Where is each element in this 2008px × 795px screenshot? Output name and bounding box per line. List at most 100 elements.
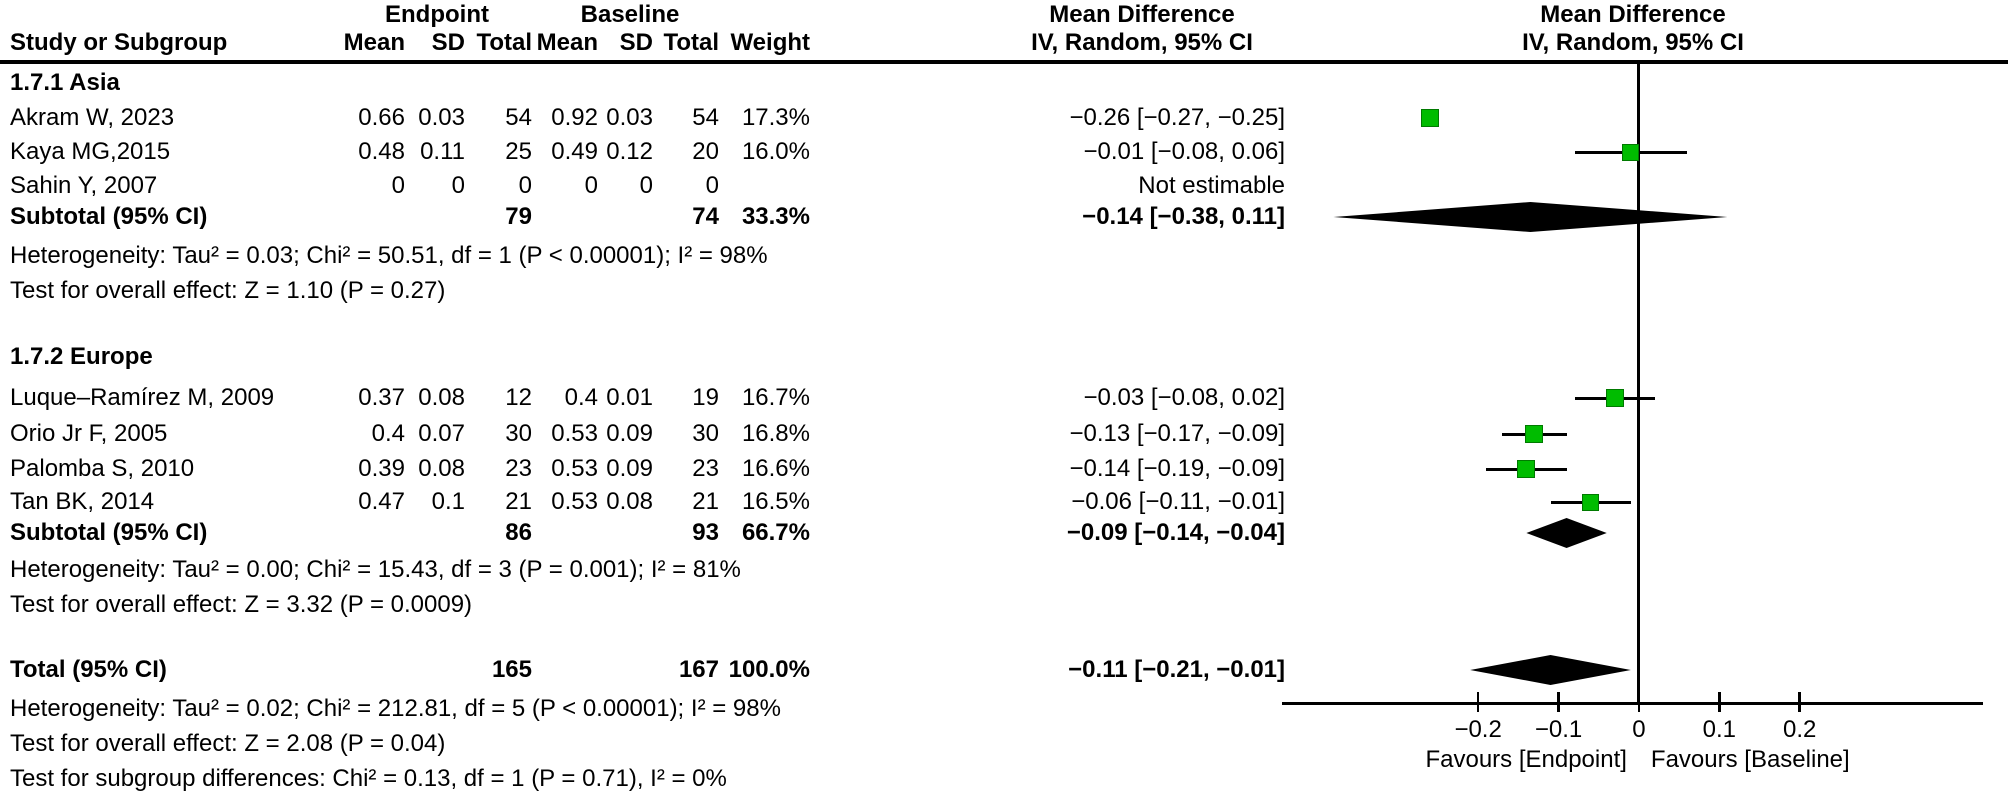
subtotal-label: Subtotal (95% CI) <box>10 203 208 230</box>
cell-baseline-mean: 0.92 <box>551 104 598 131</box>
header-group-endpoint: Endpoint <box>385 1 489 28</box>
cell-baseline-total: 93 <box>692 519 719 546</box>
cell-baseline-total: 19 <box>692 384 719 411</box>
cell-endpoint-mean: 0.39 <box>358 455 405 482</box>
cell-weight: 100.0% <box>728 656 810 683</box>
cell-endpoint-mean: 0 <box>391 172 405 199</box>
col-baseline-sd: SD <box>619 29 653 56</box>
cell-baseline-total: 54 <box>692 104 719 131</box>
cell-weight: 16.8% <box>741 420 810 447</box>
cell-baseline-total: 167 <box>678 656 719 683</box>
subtotal-row: Subtotal (95% CI) 86 93 66.7% −0.09 [−0.14, … <box>0 518 2008 548</box>
cell-ci-text: −0.11 [−0.21, −0.01] <box>1068 656 1285 683</box>
cell-weight: 17.3% <box>741 104 810 131</box>
total-heterogeneity-row: Heterogeneity: Tau² = 0.02; Chi² = 212.8… <box>0 694 2008 724</box>
axis-tick-label: −0.2 <box>1454 716 1502 743</box>
col-weight: Weight <box>730 29 810 56</box>
study-name: Sahin Y, 2007 <box>10 172 158 199</box>
heterogeneity-note: Heterogeneity: Tau² = 0.02; Chi² = 212.8… <box>10 695 781 722</box>
cell-endpoint-mean: 0.66 <box>358 104 405 131</box>
header-group-baseline: Baseline <box>580 1 680 28</box>
subgroup-header-row: 1.7.1 Asia <box>0 68 2008 98</box>
effect-marker <box>1420 109 1439 127</box>
cell-weight: 16.6% <box>741 455 810 482</box>
total-row: Total (95% CI) 165 167 100.0% −0.11 [−0.21, … <box>0 655 2008 685</box>
header-effect-label-graph: Mean Difference <box>1540 1 1726 28</box>
cell-ci-text: −0.01 [−0.08, 0.06] <box>1083 138 1285 165</box>
col-baseline-total: Total <box>663 29 719 56</box>
cell-baseline-mean: 0.53 <box>551 455 598 482</box>
study-row: Orio Jr F, 2005 0.4 0.07 30 0.53 0.09 30 16.8% −… <box>0 419 2008 449</box>
axis-tick <box>1718 692 1721 712</box>
cell-ci-text: −0.13 [−0.17, −0.09] <box>1069 420 1285 447</box>
study-row: Palomba S, 2010 0.39 0.08 23 0.53 0.09 23 16.6%… <box>0 454 2008 484</box>
subgroup-differences-row: Test for subgroup differences: Chi² = 0.… <box>0 764 2008 794</box>
cell-baseline-total: 21 <box>692 488 719 515</box>
axis-tick <box>1557 692 1560 712</box>
cell-endpoint-sd: 0.1 <box>431 488 465 515</box>
cell-ci-text: −0.14 [−0.19, −0.09] <box>1069 455 1285 482</box>
cell-ci-text: −0.26 [−0.27, −0.25] <box>1069 104 1285 131</box>
study-name: Akram W, 2023 <box>10 104 175 131</box>
cell-baseline-sd: 0.09 <box>606 455 653 482</box>
overall-effect-note: Test for overall effect: Z = 2.08 (P = 0… <box>10 730 446 757</box>
heterogeneity-row: Heterogeneity: Tau² = 0.00; Chi² = 15.43… <box>0 555 2008 585</box>
cell-endpoint-total: 86 <box>505 519 532 546</box>
axis-tick-label: −0.1 <box>1534 716 1583 743</box>
cell-endpoint-total: 30 <box>505 420 532 447</box>
subgroup-label: 1.7.1 Asia <box>10 69 120 96</box>
cell-weight: 33.3% <box>741 203 810 230</box>
col-method-text: IV, Random, 95% CI <box>1031 29 1253 56</box>
cell-ci-text: −0.14 [−0.38, 0.11] <box>1082 203 1285 230</box>
axis-tick-label: 0.1 <box>1702 716 1736 743</box>
subtotal-row: Subtotal (95% CI) 79 74 33.3% −0.14 [−0.38, … <box>0 202 2008 232</box>
axis-tick-label: 0 <box>1632 716 1646 743</box>
cell-endpoint-sd: 0.08 <box>418 455 465 482</box>
cell-endpoint-mean: 0.48 <box>358 138 405 165</box>
study-row: Sahin Y, 2007 0 0 0 0 0 0 Not estimable <box>0 171 2008 201</box>
overall-effect-row: Test for overall effect: Z = 1.10 (P = 0… <box>0 276 2008 306</box>
cell-baseline-mean: 0.53 <box>551 488 598 515</box>
cell-endpoint-sd: 0.03 <box>418 104 465 131</box>
axis-tick <box>1798 692 1801 712</box>
cell-baseline-mean: 0.4 <box>564 384 598 411</box>
study-name: Orio Jr F, 2005 <box>10 420 168 447</box>
effect-marker <box>1517 460 1536 478</box>
cell-ci-text: −0.03 [−0.08, 0.02] <box>1083 384 1285 411</box>
cell-endpoint-mean: 0.4 <box>371 420 405 447</box>
cell-endpoint-total: 54 <box>505 104 532 131</box>
cell-endpoint-sd: 0 <box>451 172 465 199</box>
heterogeneity-note: Heterogeneity: Tau² = 0.00; Chi² = 15.43… <box>10 556 741 583</box>
cell-weight: 16.0% <box>741 138 810 165</box>
col-study: Study or Subgroup <box>10 29 228 56</box>
col-method-graph: IV, Random, 95% CI <box>1522 29 1744 56</box>
axis-tick <box>1637 692 1641 712</box>
cell-baseline-sd: 0.08 <box>606 488 653 515</box>
cell-baseline-mean: 0 <box>584 172 598 199</box>
zero-line <box>1637 64 1641 703</box>
cell-ci-text: −0.09 [−0.14, −0.04] <box>1066 519 1285 546</box>
overall-effect-note: Test for overall effect: Z = 1.10 (P = 0… <box>10 277 446 304</box>
cell-baseline-mean: 0.53 <box>551 420 598 447</box>
study-name: Luque–Ramírez M, 2009 <box>10 384 275 411</box>
overall-effect-row: Test for overall effect: Z = 3.32 (P = 0… <box>0 590 2008 620</box>
effect-marker <box>1525 425 1544 443</box>
cell-endpoint-total: 0 <box>518 172 532 199</box>
cell-baseline-mean: 0.49 <box>551 138 598 165</box>
col-endpoint-sd: SD <box>431 29 465 56</box>
cell-endpoint-mean: 0.47 <box>358 488 405 515</box>
cell-baseline-total: 74 <box>692 203 719 230</box>
cell-baseline-sd: 0.09 <box>606 420 653 447</box>
cell-baseline-total: 20 <box>692 138 719 165</box>
header-effect-label-text: Mean Difference <box>1049 1 1235 28</box>
effect-marker <box>1605 389 1624 407</box>
cell-endpoint-sd: 0.07 <box>418 420 465 447</box>
col-endpoint-mean: Mean <box>343 29 405 56</box>
favours-right-label: Favours [Baseline] <box>1650 746 1850 773</box>
cell-weight: 66.7% <box>741 519 810 546</box>
total-overall-effect-row: Test for overall effect: Z = 2.08 (P = 0… <box>0 729 2008 759</box>
cell-endpoint-total: 165 <box>491 656 532 683</box>
effect-marker <box>1622 143 1640 161</box>
study-row: Luque–Ramírez M, 2009 0.37 0.08 12 0.4 0.01 19… <box>0 383 2008 413</box>
cell-baseline-sd: 0.12 <box>606 138 653 165</box>
